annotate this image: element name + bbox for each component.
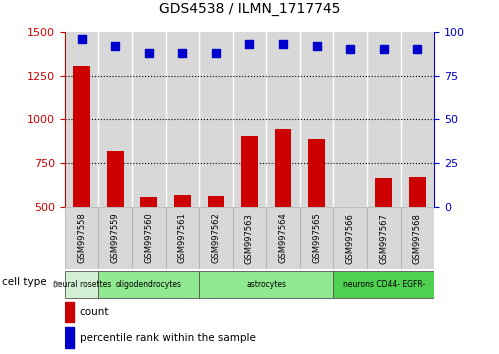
Text: GSM997564: GSM997564 xyxy=(278,213,287,263)
Bar xyxy=(367,32,401,207)
Text: GSM997558: GSM997558 xyxy=(77,213,86,263)
Text: cell type: cell type xyxy=(2,277,47,287)
Bar xyxy=(140,198,157,295)
Point xyxy=(246,41,253,47)
Point xyxy=(78,36,86,42)
Bar xyxy=(401,32,434,207)
Bar xyxy=(401,207,434,269)
Bar xyxy=(166,207,199,269)
Bar xyxy=(308,139,325,295)
Text: neurons CD44- EGFR-: neurons CD44- EGFR- xyxy=(343,280,425,289)
Bar xyxy=(166,32,199,207)
Bar xyxy=(174,195,191,295)
Text: neural rosettes: neural rosettes xyxy=(52,280,111,289)
Bar xyxy=(333,207,367,269)
Bar xyxy=(375,178,392,295)
Point xyxy=(279,41,287,47)
Bar xyxy=(199,32,233,207)
Bar xyxy=(107,151,124,295)
Text: GSM997561: GSM997561 xyxy=(178,213,187,263)
Text: GSM997560: GSM997560 xyxy=(144,213,153,263)
Bar xyxy=(266,32,300,207)
Bar xyxy=(241,136,258,295)
Bar xyxy=(199,207,233,269)
Text: count: count xyxy=(80,307,109,317)
Bar xyxy=(266,207,300,269)
Bar xyxy=(300,207,333,269)
Bar xyxy=(300,32,333,207)
Point xyxy=(145,50,153,56)
Text: GSM997565: GSM997565 xyxy=(312,213,321,263)
Point xyxy=(313,43,321,49)
Text: GSM997566: GSM997566 xyxy=(346,213,355,263)
Point xyxy=(111,43,119,49)
Bar xyxy=(208,196,225,295)
Bar xyxy=(409,177,426,295)
Bar xyxy=(132,32,166,207)
Bar xyxy=(98,32,132,207)
Point xyxy=(178,50,186,56)
Point xyxy=(212,50,220,56)
Text: percentile rank within the sample: percentile rank within the sample xyxy=(80,333,255,343)
Point xyxy=(413,47,421,52)
Text: GSM997563: GSM997563 xyxy=(245,213,254,263)
Text: GDS4538 / ILMN_1717745: GDS4538 / ILMN_1717745 xyxy=(159,2,340,16)
Bar xyxy=(233,207,266,269)
Bar xyxy=(342,207,359,295)
Bar xyxy=(73,66,90,295)
Bar xyxy=(65,32,98,207)
Bar xyxy=(65,207,98,269)
Bar xyxy=(98,207,132,269)
Text: GSM997567: GSM997567 xyxy=(379,213,388,263)
Bar xyxy=(98,270,199,298)
Bar xyxy=(65,327,74,348)
Point xyxy=(380,47,388,52)
Bar xyxy=(233,32,266,207)
Text: GSM997559: GSM997559 xyxy=(111,213,120,263)
Text: GSM997562: GSM997562 xyxy=(212,213,221,263)
Bar xyxy=(65,270,98,298)
Bar xyxy=(333,32,367,207)
Text: GSM997568: GSM997568 xyxy=(413,213,422,263)
Bar xyxy=(65,302,74,322)
Bar xyxy=(199,270,333,298)
Bar xyxy=(367,207,401,269)
Bar xyxy=(274,129,291,295)
Point xyxy=(346,47,354,52)
Bar xyxy=(333,270,434,298)
Text: oligodendrocytes: oligodendrocytes xyxy=(116,280,182,289)
Text: astrocytes: astrocytes xyxy=(247,280,286,289)
Bar xyxy=(132,207,166,269)
